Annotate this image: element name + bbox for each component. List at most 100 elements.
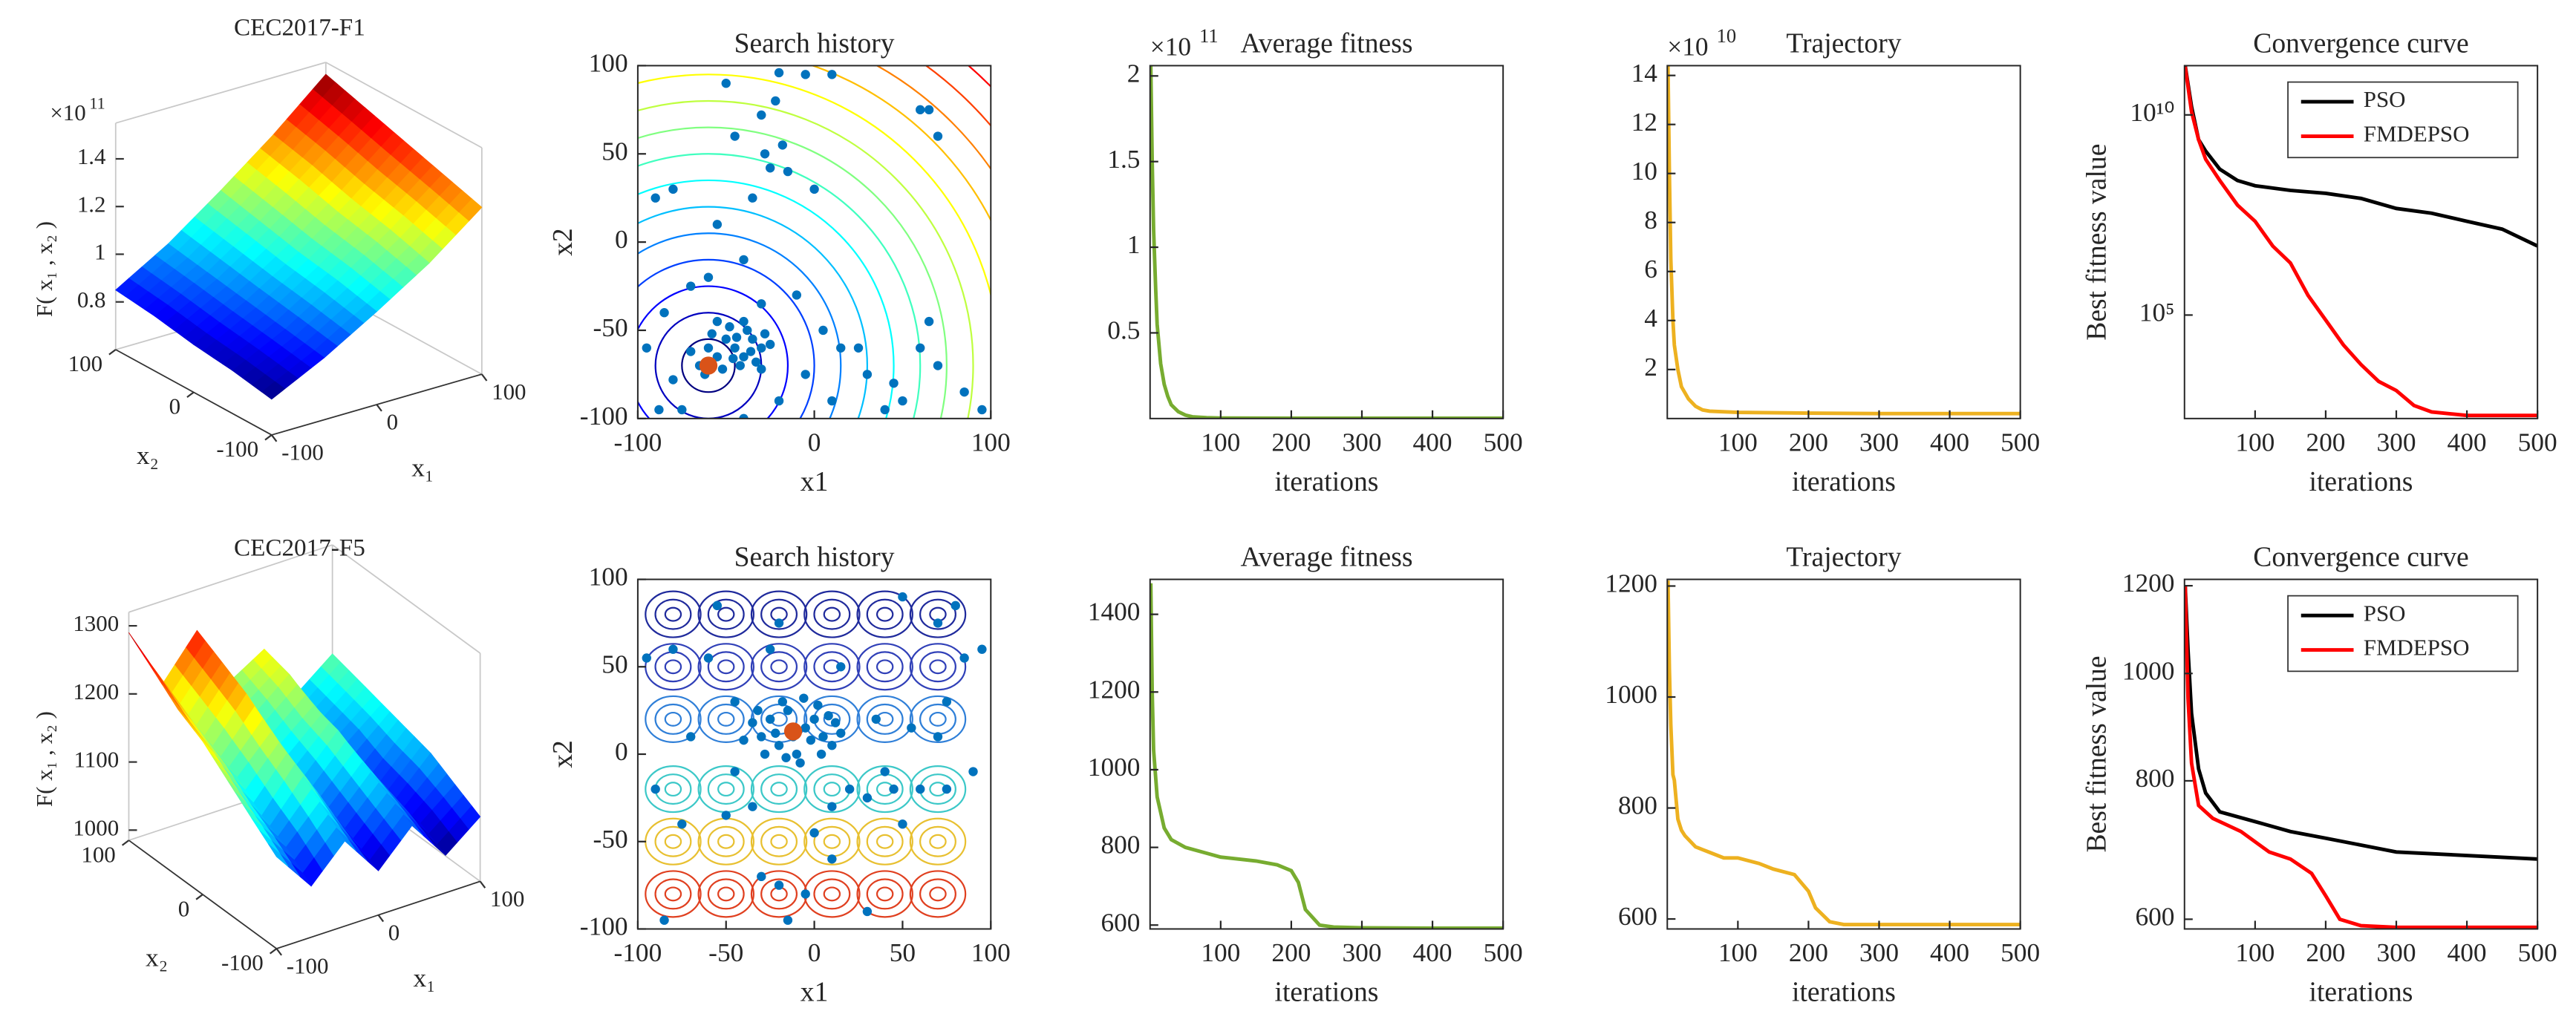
x-tick — [480, 373, 488, 382]
point — [950, 601, 960, 611]
contour — [664, 711, 682, 727]
contour — [823, 711, 841, 727]
chart-title: Trajectory — [1786, 29, 1901, 59]
y-tick-label: 800 — [1100, 830, 1140, 860]
contour — [697, 643, 754, 691]
point — [650, 193, 660, 203]
contour — [866, 878, 904, 910]
contour — [654, 703, 692, 735]
point — [880, 767, 890, 776]
y-tick-label: 0 — [615, 736, 628, 766]
point — [712, 352, 723, 361]
contour — [654, 878, 692, 910]
contour — [750, 590, 808, 638]
point — [813, 700, 823, 710]
contour — [707, 598, 745, 630]
contour — [909, 695, 967, 743]
point — [959, 653, 969, 663]
y-tick — [108, 349, 117, 356]
point — [862, 906, 873, 917]
point — [721, 811, 731, 820]
point — [777, 140, 788, 150]
point — [659, 308, 669, 318]
point — [916, 784, 925, 794]
y-tick-label: 1 — [1127, 229, 1141, 259]
point — [748, 718, 757, 727]
y-tick-label: 0 — [178, 895, 189, 921]
y-tick-label: 14 — [1631, 58, 1658, 88]
contour — [823, 782, 841, 797]
y-tick-label: 2 — [1644, 352, 1657, 382]
point — [771, 96, 780, 106]
contour — [645, 695, 702, 743]
x-tick-label: 400 — [1930, 427, 1969, 457]
z-tick-label: 1.4 — [77, 143, 106, 169]
point — [777, 697, 788, 707]
contour — [919, 598, 956, 630]
x-tick-label: 100 — [1201, 427, 1240, 457]
chart-title: CEC2017-F1 — [234, 13, 365, 41]
legend-label: PSO — [2364, 86, 2406, 112]
z-tick-label: 1.2 — [77, 191, 106, 217]
contour — [717, 659, 735, 675]
point — [898, 592, 907, 602]
contour — [803, 817, 861, 866]
contour — [856, 590, 913, 638]
contour — [866, 651, 904, 683]
chart-title: CEC2017-F5 — [234, 534, 365, 561]
point — [771, 728, 780, 738]
point — [730, 697, 740, 707]
point — [827, 802, 837, 811]
point — [748, 334, 757, 344]
point — [898, 819, 907, 829]
point — [844, 784, 855, 794]
contour — [760, 598, 798, 630]
point — [853, 343, 864, 353]
y-tick-label: 100 — [589, 48, 628, 78]
x-tick-label: 300 — [1342, 938, 1381, 967]
point — [760, 749, 770, 759]
x-tick-label: 400 — [2448, 938, 2487, 967]
point — [765, 644, 775, 654]
point — [712, 220, 723, 229]
x-axis-label: x1 — [800, 978, 829, 1008]
contour — [717, 782, 735, 797]
point — [760, 149, 770, 159]
point — [703, 272, 714, 282]
contour — [929, 886, 947, 902]
y-tick-label: 50 — [601, 136, 627, 166]
y-multiplier: ×10 — [1667, 31, 1708, 61]
contour — [637, 179, 895, 419]
axes-background — [1667, 579, 2021, 929]
legend-label: PSO — [2364, 600, 2406, 626]
point — [728, 353, 738, 364]
x-axis-label: x₁ — [413, 963, 435, 992]
y-tick-label: 1400 — [1088, 597, 1141, 626]
y-tick-label: 1200 — [1605, 569, 1657, 598]
legend-label: FMDEPSO — [2364, 635, 2470, 661]
point — [760, 329, 770, 338]
y-tick-label: 8 — [1644, 205, 1657, 235]
point — [816, 749, 826, 759]
x-tick-label: 500 — [1484, 938, 1523, 967]
box-edge — [115, 62, 327, 124]
axes-frame — [2183, 65, 2539, 419]
y-tick-label: 1200 — [1088, 674, 1141, 704]
x-tick-label: -100 — [281, 439, 324, 465]
surface-patch — [267, 843, 289, 867]
point — [757, 732, 766, 742]
contour — [919, 825, 956, 857]
point — [757, 364, 766, 374]
z-tick-label: 0.8 — [77, 287, 106, 313]
point — [725, 322, 734, 332]
point — [668, 375, 678, 385]
x-tick-label: 300 — [1342, 427, 1381, 457]
x-tick — [376, 404, 382, 412]
contour — [875, 834, 894, 849]
point — [933, 732, 943, 742]
point — [774, 68, 784, 78]
y-tick-label: 50 — [601, 649, 627, 678]
x-tick-label: 400 — [1930, 938, 1969, 967]
contour — [803, 590, 861, 638]
x-tick-label: 100 — [2235, 427, 2275, 457]
